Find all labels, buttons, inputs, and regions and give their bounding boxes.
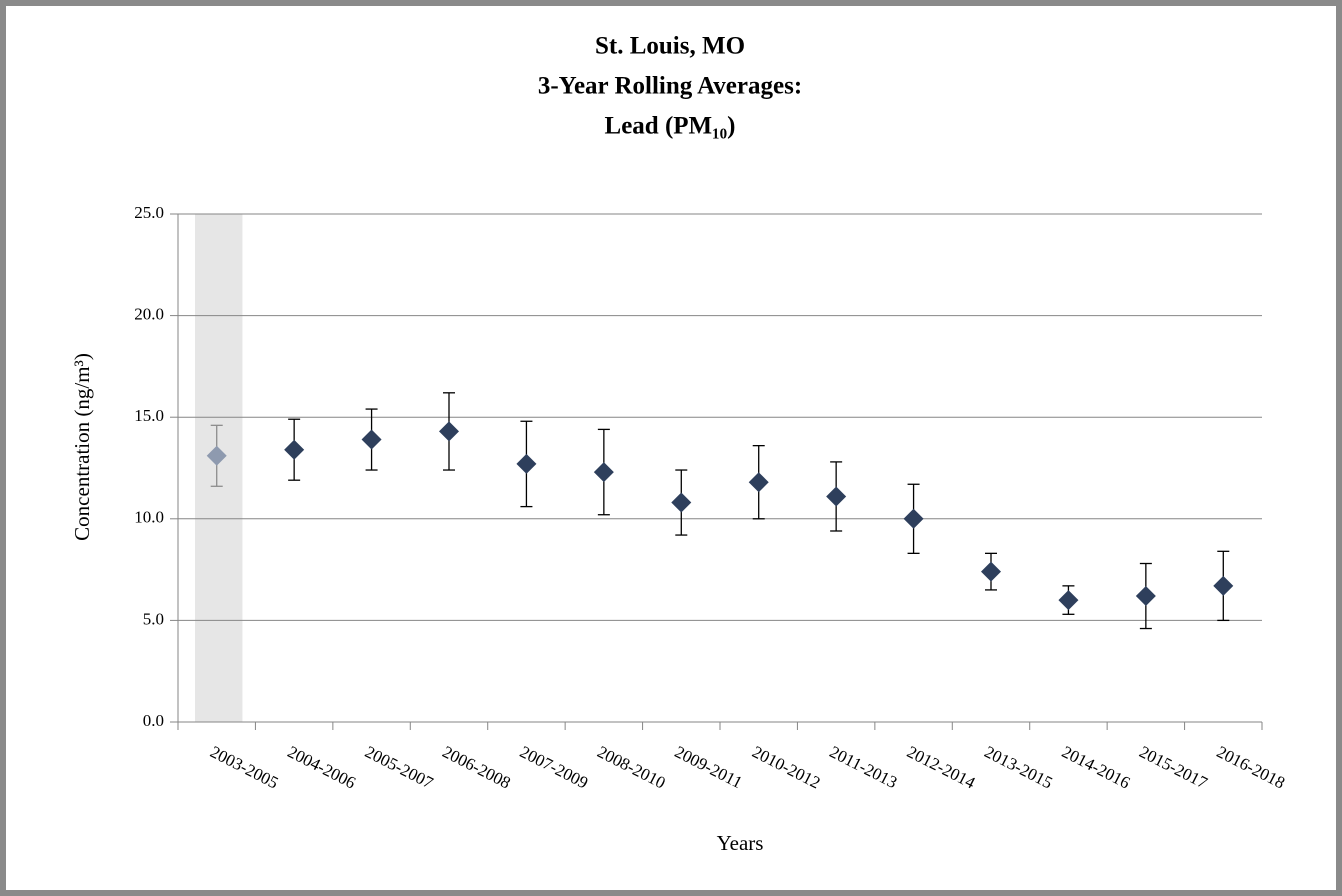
point [206, 445, 227, 466]
point [981, 561, 1001, 582]
point [439, 421, 459, 442]
point [903, 508, 924, 529]
x-axis-title: Years [717, 831, 764, 855]
point [1135, 586, 1156, 607]
y-axis-title: Concentration (ng/m³) [70, 353, 94, 541]
y-tick-label: 5.0 [143, 609, 164, 628]
y-tick-label: 15.0 [134, 406, 164, 425]
highlight-band [195, 214, 243, 722]
y-tick-label: 20.0 [134, 305, 164, 324]
chart-title: St. Louis, MO [595, 33, 745, 60]
y-tick-label: 25.0 [134, 203, 164, 222]
point [826, 486, 847, 507]
point [1213, 575, 1234, 596]
chart-title: Lead (PM₁₀) [605, 113, 736, 140]
point [361, 429, 382, 450]
point [516, 453, 537, 474]
y-tick-label: 0.0 [143, 711, 164, 730]
point [284, 439, 305, 460]
point [1058, 590, 1079, 611]
y-tick-label: 10.0 [134, 508, 164, 527]
point [671, 492, 692, 513]
point [748, 472, 769, 493]
point [593, 462, 614, 483]
chart-title: 3-Year Rolling Averages: [538, 73, 802, 100]
